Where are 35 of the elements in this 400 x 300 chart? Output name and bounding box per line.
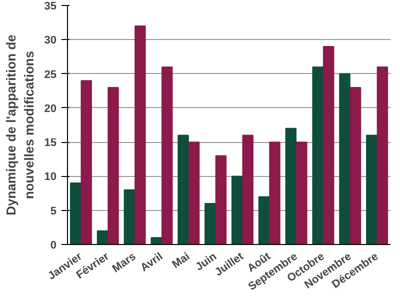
- bar: [376, 66, 388, 244]
- y-tick-label: 0: [50, 240, 57, 252]
- x-tick-label: Mars: [110, 250, 138, 276]
- bar: [108, 86, 119, 244]
- bar: [242, 134, 254, 244]
- bar: [80, 80, 92, 244]
- bar: [134, 25, 146, 244]
- bar: [231, 176, 243, 244]
- y-axis-title: Dynamique de l'apparition de nouvelles modifications: [3, 34, 36, 216]
- bar: [366, 134, 378, 244]
- y-tick-label: 5: [50, 205, 57, 218]
- bar: [285, 128, 297, 244]
- y-tick-label: 20: [44, 102, 57, 115]
- y-tick-label: 15: [44, 137, 57, 150]
- y-tick-label: 30: [44, 34, 57, 47]
- bar: [269, 142, 280, 244]
- bar: [204, 203, 216, 244]
- bar: [350, 86, 362, 244]
- bar: [339, 73, 350, 244]
- bar: [124, 189, 136, 244]
- bar: [70, 182, 82, 244]
- y-tick-label: 35: [44, 0, 57, 12]
- bar: [96, 230, 108, 244]
- bar: [258, 196, 270, 244]
- bar: [150, 237, 162, 244]
- bar: [188, 142, 200, 244]
- bar: [161, 66, 173, 244]
- bar: [215, 155, 227, 244]
- bar: [322, 46, 334, 244]
- x-tick-label: Mai: [170, 250, 192, 271]
- bar: [296, 142, 308, 244]
- y-tick-label: 10: [44, 171, 57, 184]
- y-tick-label: 25: [44, 68, 57, 81]
- bar: [312, 66, 324, 244]
- bar: [178, 134, 189, 244]
